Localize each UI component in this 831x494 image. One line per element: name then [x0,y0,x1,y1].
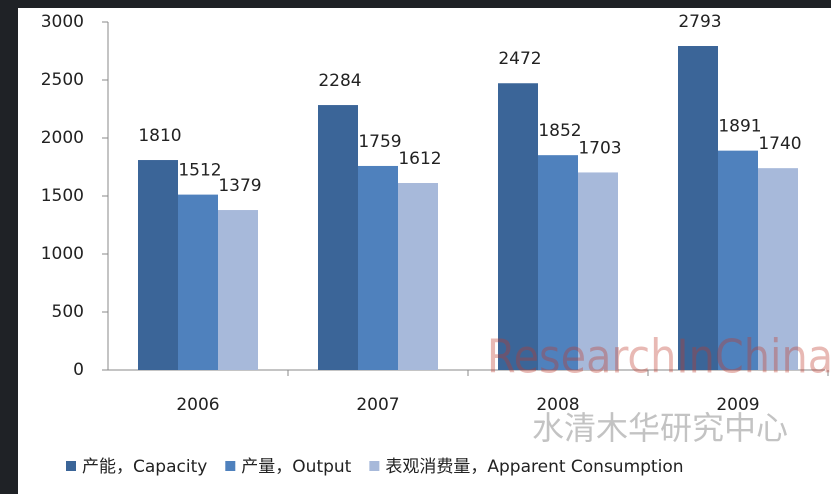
legend-label: 产量，Output [241,457,351,477]
data-label: 1379 [218,176,261,196]
data-label: 2793 [678,12,721,32]
data-label: 1810 [138,126,181,146]
legend-swatch [225,461,236,471]
legend-label: 产能，Capacity [82,457,207,477]
legend-swatch [369,461,380,471]
data-label: 2284 [318,71,361,91]
data-label: 1703 [578,138,621,158]
bar [178,194,218,370]
bar [538,155,578,370]
data-label: 2472 [498,49,541,69]
bar [358,165,398,370]
data-label: 1740 [758,134,801,154]
data-label: 1852 [538,121,581,141]
legend-label: 表观消费量，Apparent Consumption [385,457,683,477]
y-tick-label: 1500 [41,186,84,206]
x-tick-label: 2009 [716,395,759,415]
bar [678,46,718,371]
x-tick-label: 2006 [176,395,219,415]
bar [138,160,178,370]
data-label: 1891 [718,117,761,137]
y-tick-label: 2000 [41,128,84,148]
data-label: 1759 [358,132,401,152]
legend-swatch [66,461,76,471]
bar [758,168,798,370]
data-label: 1612 [398,149,441,169]
y-tick-label: 0 [73,360,84,380]
y-tick-label: 2500 [41,70,84,90]
x-tick-label: 2008 [536,395,579,415]
bar [318,105,358,370]
x-tick-label: 2007 [356,395,399,415]
bar [718,150,758,370]
y-tick-label: 1000 [41,244,84,264]
watermark-chinese: 水清木华研究中心 [532,409,788,447]
bar [398,183,438,370]
watermark-brand: ResearchInChina [487,330,831,384]
y-tick-label: 500 [52,302,84,322]
bar [218,210,258,370]
bar [498,83,538,371]
bar [578,172,618,370]
data-label: 1512 [178,161,221,181]
y-tick-label: 3000 [41,12,84,32]
